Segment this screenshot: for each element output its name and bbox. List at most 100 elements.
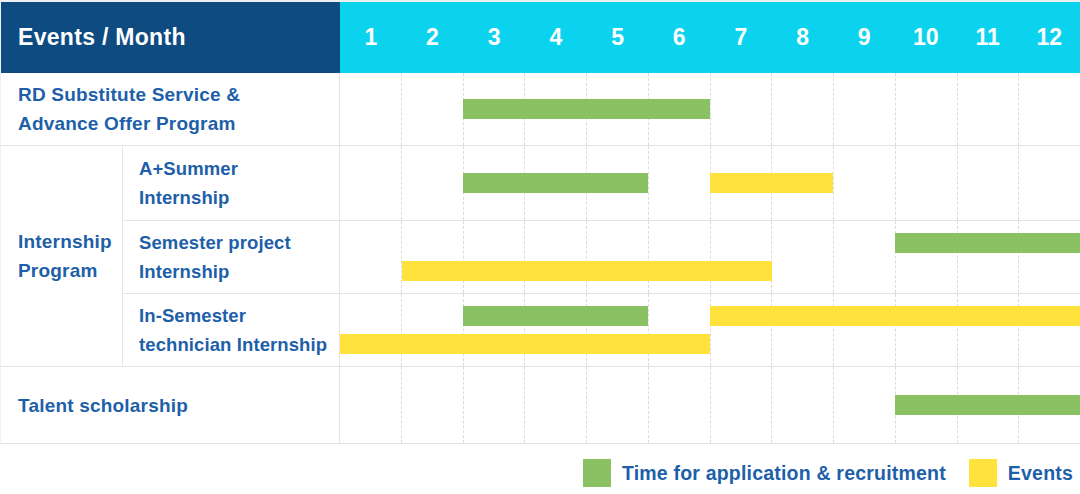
- chart-area-talent-scholarship: [340, 367, 1080, 443]
- row-label-line: RD Substitute Service &: [18, 80, 339, 109]
- header-events-month-label: Events / Month: [1, 2, 340, 73]
- month-gridline-cell: [586, 221, 648, 294]
- month-gridline-cell: [895, 73, 957, 145]
- months-header: 123456789101112: [340, 2, 1080, 73]
- month-gridline-cell: [957, 146, 1019, 220]
- month-gridline-cell: [524, 367, 586, 443]
- table-row: Talent scholarship: [1, 367, 1080, 444]
- row-label-semester-project: Semester project Internship: [123, 221, 340, 294]
- legend-label-events: Events: [1008, 462, 1073, 485]
- bar-application-recruitment: [463, 99, 710, 119]
- row-label-talent-scholarship: Talent scholarship: [1, 367, 340, 443]
- month-gridline-cell: [895, 146, 957, 220]
- row-label-line: Talent scholarship: [18, 391, 339, 420]
- row-label-line: Semester project: [139, 228, 339, 257]
- chart-area-a-plus-summer: [340, 146, 1080, 220]
- table-header-row: Events / Month 123456789101112: [1, 2, 1080, 73]
- month-gridline-cell: [771, 367, 833, 443]
- bar-events: [402, 261, 772, 281]
- month-gridline-cell: [524, 221, 586, 294]
- month-gridline-cell: [401, 221, 463, 294]
- month-gridline-cell: [957, 221, 1019, 294]
- month-gridline-cell: [895, 221, 957, 294]
- month-gridline-cell: [648, 221, 710, 294]
- events-month-table: Events / Month 123456789101112 RD Substi…: [0, 0, 1080, 444]
- month-gridline-cell: [340, 146, 401, 220]
- row-label-line: technician Internship: [139, 330, 339, 359]
- legend-item-application-recruitment: Time for application & recruitment: [583, 459, 946, 487]
- month-gridline-cell: [648, 146, 710, 220]
- row-label-line: A+Summer: [139, 154, 339, 183]
- bar-events: [710, 173, 833, 193]
- month-gridline-cell: [401, 294, 463, 366]
- month-gridline-cell: [340, 73, 401, 145]
- month-label: 11: [957, 2, 1019, 73]
- row-label-a-plus-summer: A+Summer Internship: [123, 146, 340, 220]
- chart-area-in-semester-technician: [340, 294, 1080, 366]
- month-gridline-cell: [833, 294, 895, 366]
- bar-events: [340, 334, 710, 354]
- month-label: 12: [1018, 2, 1080, 73]
- gantt-schedule-page: Events / Month 123456789101112 RD Substi…: [0, 0, 1080, 494]
- month-gridline-cell: [771, 73, 833, 145]
- row-label-line: Internship: [139, 183, 339, 212]
- bar-application-recruitment: [463, 306, 648, 326]
- month-gridline-cell: [648, 367, 710, 443]
- bar-application-recruitment: [895, 233, 1080, 253]
- row-label-line: Internship: [139, 257, 339, 286]
- table-row: RD Substitute Service & Advance Offer Pr…: [1, 73, 1080, 146]
- table-row-group-internship: Internship Program A+Summer Internship S…: [1, 146, 1080, 367]
- month-label: 7: [710, 2, 772, 73]
- row-label-in-semester-technician: In-Semester technician Internship: [123, 294, 340, 366]
- month-label: 1: [340, 2, 402, 73]
- month-gridline-cell: [1018, 73, 1080, 145]
- internship-subrows: A+Summer Internship Semester project Int…: [123, 146, 1080, 366]
- month-gridline-cell: [771, 221, 833, 294]
- chart-area-semester-project: [340, 221, 1080, 294]
- month-gridline-cell: [833, 146, 895, 220]
- month-gridline-cell: [895, 294, 957, 366]
- row-label-rd-substitute: RD Substitute Service & Advance Offer Pr…: [1, 73, 340, 145]
- month-gridline-cell: [710, 367, 772, 443]
- month-gridline-cell: [463, 221, 525, 294]
- month-gridline-cell: [833, 73, 895, 145]
- table-row: Semester project Internship: [123, 221, 1080, 295]
- month-gridline-cell: [586, 367, 648, 443]
- month-gridline-cell: [710, 73, 772, 145]
- month-gridline-cell: [401, 367, 463, 443]
- month-gridline-cell: [710, 294, 772, 366]
- month-label: 6: [648, 2, 710, 73]
- month-gridline-cell: [771, 294, 833, 366]
- legend: Time for application & recruitment Event…: [583, 459, 1073, 487]
- month-gridline-cell: [340, 221, 401, 294]
- group-label-line: Internship: [18, 227, 122, 256]
- legend-swatch-yellow-icon: [969, 459, 997, 487]
- month-gridline-cell: [957, 294, 1019, 366]
- month-gridline-cell: [463, 294, 525, 366]
- month-label: 4: [525, 2, 587, 73]
- chart-area-rd-substitute: [340, 73, 1080, 145]
- month-gridline-cell: [463, 367, 525, 443]
- month-label: 2: [402, 2, 464, 73]
- month-gridline-cell: [833, 221, 895, 294]
- month-gridline-cell: [710, 221, 772, 294]
- month-gridline-cell: [401, 146, 463, 220]
- group-label-internship-program: Internship Program: [1, 146, 123, 366]
- row-label-line: Advance Offer Program: [18, 109, 339, 138]
- month-gridline-cell: [957, 73, 1019, 145]
- month-gridline-cell: [524, 294, 586, 366]
- month-gridline-cell: [401, 73, 463, 145]
- month-label: 8: [772, 2, 834, 73]
- month-gridline-cell: [340, 294, 401, 366]
- month-gridline-cell: [1018, 221, 1080, 294]
- bar-application-recruitment: [895, 395, 1080, 415]
- month-gridline-cell: [340, 367, 401, 443]
- table-row: A+Summer Internship: [123, 146, 1080, 221]
- legend-label-application-recruitment: Time for application & recruitment: [622, 462, 946, 485]
- row-label-line: In-Semester: [139, 301, 339, 330]
- bar-events: [710, 306, 1080, 326]
- month-gridline-cell: [1018, 294, 1080, 366]
- table-row: In-Semester technician Internship: [123, 294, 1080, 366]
- legend-item-events: Events: [969, 459, 1073, 487]
- month-label: 5: [587, 2, 649, 73]
